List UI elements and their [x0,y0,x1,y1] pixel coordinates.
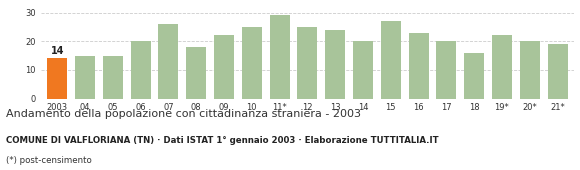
Bar [242,27,262,99]
Bar [47,58,67,99]
Bar [270,15,289,99]
Bar [548,44,567,99]
Bar [214,36,234,99]
Bar [408,33,429,99]
Bar [520,41,540,99]
Text: 14: 14 [50,46,64,56]
Bar [380,21,401,99]
Bar [158,24,179,99]
Bar [436,41,456,99]
Bar [325,30,345,99]
Bar [464,53,484,99]
Bar [186,47,206,99]
Text: (*) post-censimento: (*) post-censimento [6,156,92,165]
Bar [130,41,151,99]
Text: Andamento della popolazione con cittadinanza straniera - 2003: Andamento della popolazione con cittadin… [6,109,361,119]
Bar [353,41,373,99]
Bar [492,36,512,99]
Bar [75,56,95,99]
Text: COMUNE DI VALFLORIANA (TN) · Dati ISTAT 1° gennaio 2003 · Elaborazione TUTTITALI: COMUNE DI VALFLORIANA (TN) · Dati ISTAT … [6,136,438,145]
Bar [103,56,123,99]
Bar [298,27,317,99]
